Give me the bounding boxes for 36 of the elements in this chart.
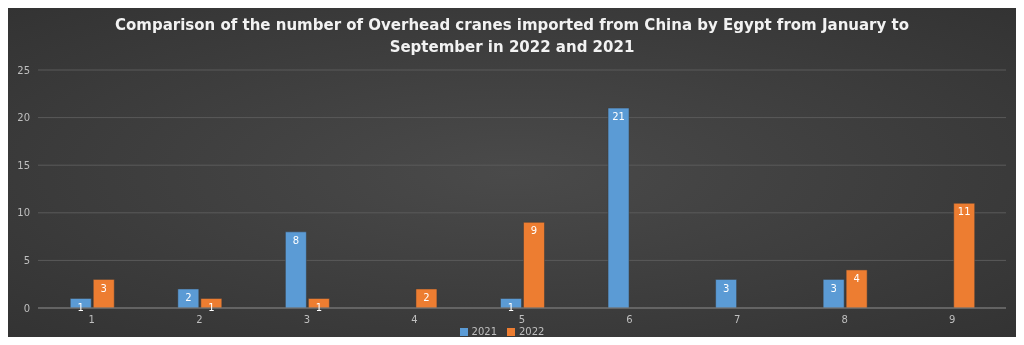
- x-tick-label: 1: [88, 314, 95, 326]
- y-tick-label: 5: [23, 254, 30, 266]
- bar: [953, 203, 975, 308]
- bar: [715, 279, 737, 308]
- x-tick-label: 8: [841, 314, 848, 326]
- data-label: 21: [612, 111, 625, 123]
- data-label: 3: [100, 282, 107, 294]
- y-tick-label: 0: [23, 302, 30, 314]
- data-label: 9: [530, 225, 538, 237]
- data-label: 3: [722, 282, 730, 294]
- data-label: 8: [292, 234, 300, 246]
- data-label: 1: [77, 301, 84, 313]
- data-label: 4: [853, 273, 860, 285]
- y-tick-label: 15: [17, 159, 30, 171]
- x-tick-label: 6: [626, 314, 633, 326]
- y-tick-label: 20: [17, 112, 30, 124]
- x-tick-label: 9: [949, 314, 956, 326]
- x-tick-label: 5: [518, 314, 526, 326]
- data-label: 3: [830, 282, 837, 294]
- bar: [415, 288, 438, 308]
- y-tick-label: 25: [17, 64, 30, 76]
- y-tick-label: 10: [17, 207, 30, 219]
- chart-title: Comparison of the number of Overhead cranes imported from China by Egypt from January to September in 2022 and 2021: [114, 15, 910, 58]
- x-tick-label: 2: [196, 314, 203, 326]
- data-label: 1: [208, 301, 215, 313]
- x-tick-label: 4: [411, 314, 418, 326]
- data-label: 11: [957, 206, 971, 218]
- data-label: 1: [507, 301, 515, 313]
- data-label: 2: [423, 292, 430, 304]
- x-tick-label: 3: [303, 314, 311, 326]
- data-label: 2: [185, 292, 192, 304]
- x-tick-label: 7: [733, 314, 741, 326]
- data-label: 1: [315, 301, 323, 313]
- legend-label: 2021: [471, 326, 497, 337]
- legend-label: 2022: [519, 326, 545, 337]
- bar: [607, 107, 630, 308]
